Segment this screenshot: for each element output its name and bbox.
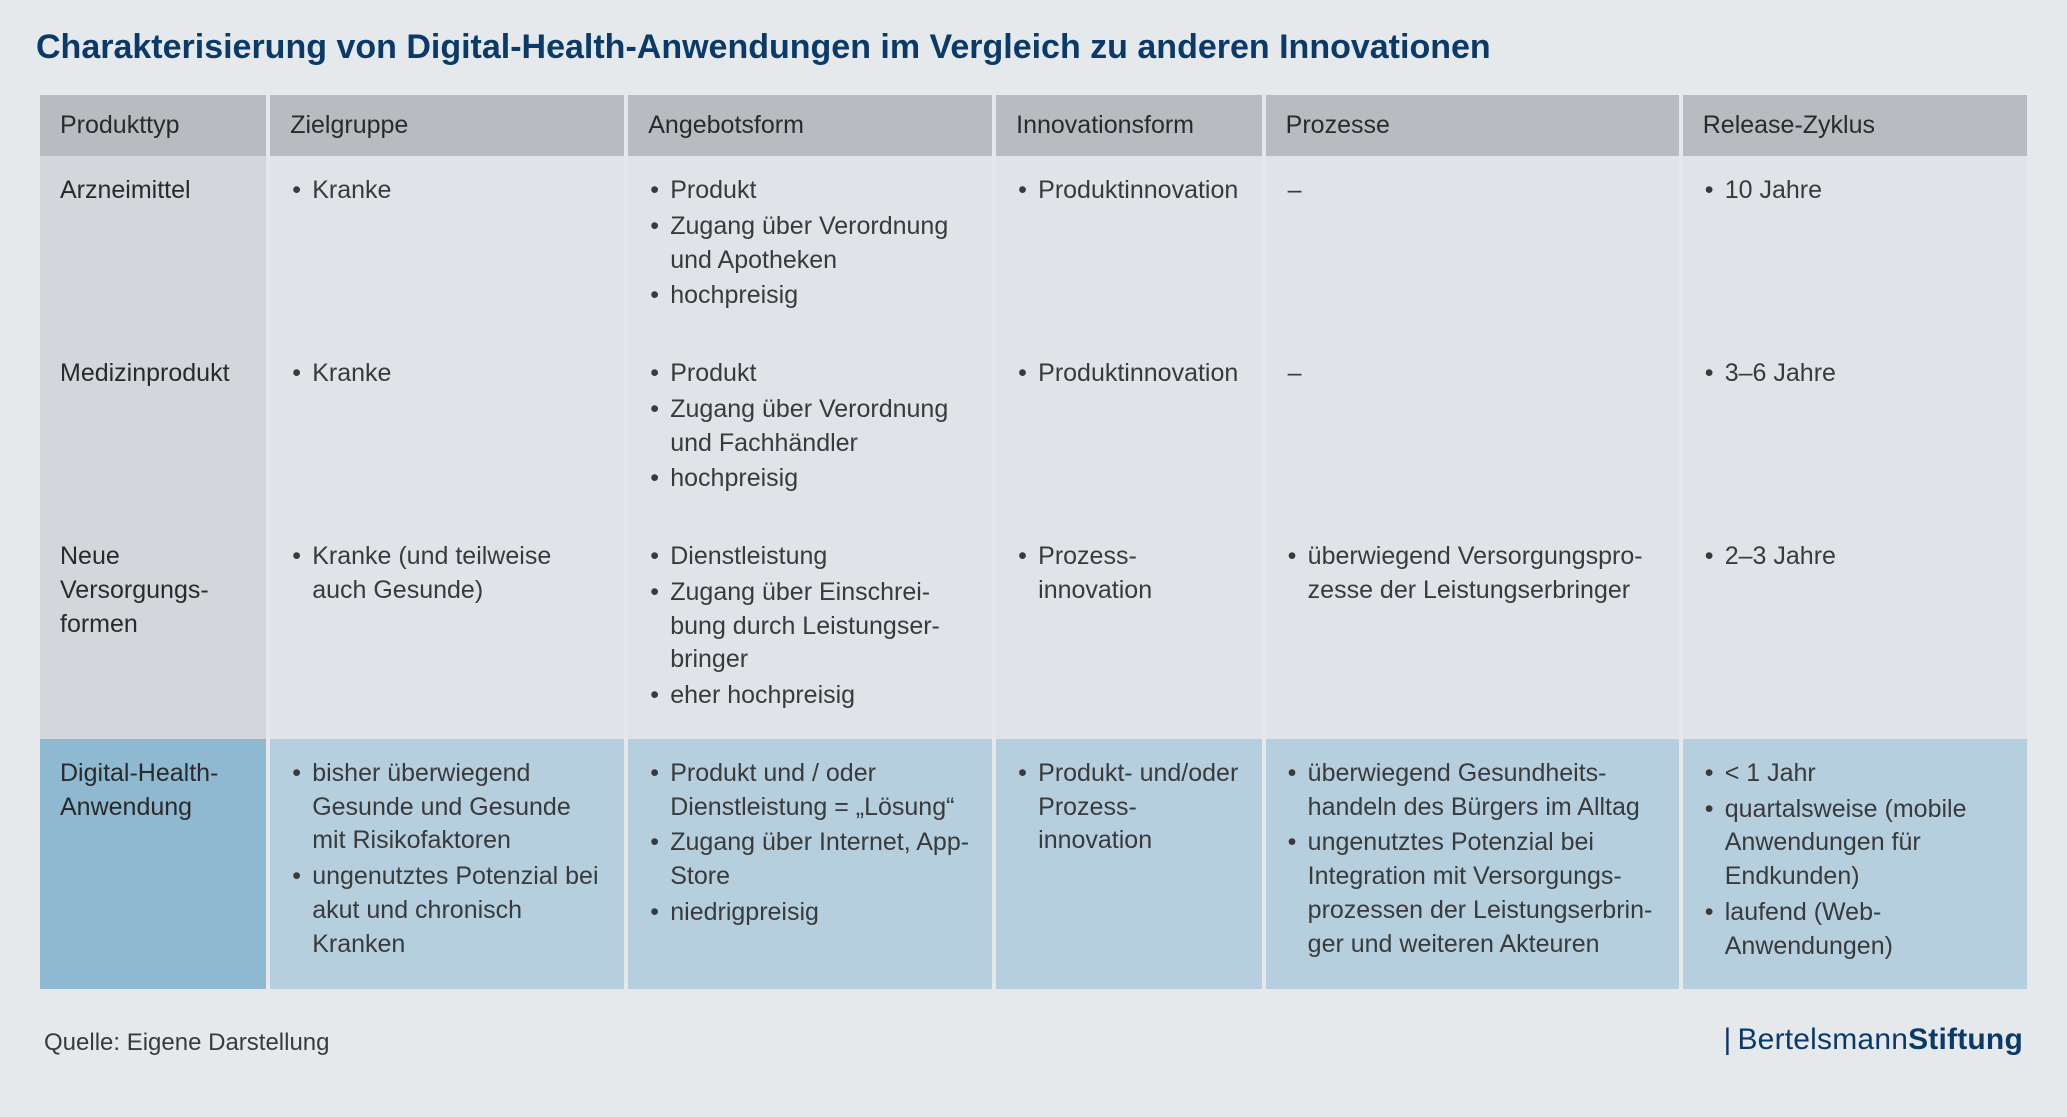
list-item: Zugang über Einschrei­bung durch Leistun…: [648, 576, 972, 677]
footer: Quelle: Eigene Darstellung |BertelsmannS…: [36, 1023, 2031, 1057]
list-item: eher hochpreisig: [648, 679, 972, 713]
list-item: Kranke (und teilweise auch Gesunde): [290, 540, 604, 608]
list-item: hochpreisig: [648, 462, 972, 496]
cell-zielgruppe: Kranke: [270, 339, 624, 522]
list-item: Kranke: [290, 174, 604, 208]
brand-bar-icon: |: [1723, 1023, 1731, 1056]
cell-angebotsform: Produkt und / oder Dienstleistung = „Lös…: [628, 739, 992, 990]
brand-part2: Stiftung: [1908, 1023, 2023, 1056]
table-header-row: Produkttyp Zielgruppe Angebotsform Innov…: [40, 95, 2027, 156]
cell-release: 2–3 Jahre: [1683, 522, 2027, 739]
brand-part1: Bertelsmann: [1737, 1023, 1908, 1056]
col-angebotsform: Angebotsform: [628, 95, 992, 156]
list-item: Produkt­innovation: [1016, 174, 1242, 208]
list-item: Produkt- und/oder Prozess­innovation: [1016, 757, 1242, 858]
row-label: Neue Versorgungs­formen: [40, 522, 266, 739]
list-item: 3–6 Jahre: [1703, 357, 2007, 391]
cell-prozesse: überwiegend Versorgungspro­zesse der Lei…: [1266, 522, 1679, 739]
list-item: Produkt­innovation: [1016, 357, 1242, 391]
list-item: ungenutztes Potenzial bei akut und chron…: [290, 860, 604, 961]
cell-innovationsform: Produkt­innovation: [996, 156, 1262, 339]
list-item: Produkt: [648, 174, 972, 208]
list-item: Prozess­innovation: [1016, 540, 1242, 608]
list-item: Produkt: [648, 357, 972, 391]
cell-angebotsform: DienstleistungZugang über Einschrei­bung…: [628, 522, 992, 739]
table-row: Digital-Health-Anwendungbisher überwiege…: [40, 739, 2027, 990]
row-label: Digital-Health-Anwendung: [40, 739, 266, 990]
list-item: < 1 Jahr: [1703, 757, 2007, 791]
list-item: Dienstleistung: [648, 540, 972, 574]
page-title: Charakterisierung von Digital-Health-Anw…: [36, 28, 2031, 67]
list-item: bisher überwiegend Gesunde und Gesunde m…: [290, 757, 604, 858]
cell-zielgruppe: Kranke: [270, 156, 624, 339]
cell-zielgruppe: bisher überwiegend Gesunde und Gesunde m…: [270, 739, 624, 990]
cell-release: 3–6 Jahre: [1683, 339, 2027, 522]
brand-logo: |BertelsmannStiftung: [1723, 1023, 2023, 1057]
cell-angebotsform: ProduktZugang über Verordnung und Apothe…: [628, 156, 992, 339]
list-item: überwiegend Versorgungspro­zesse der Lei…: [1286, 540, 1659, 608]
cell-prozesse: –: [1266, 339, 1679, 522]
table-row: Medizin­produkt Kranke ProduktZugang über …: [40, 339, 2027, 522]
list-item: hochpreisig: [648, 279, 972, 313]
list-item: Zugang über Internet, App-Store: [648, 826, 972, 894]
cell-prozesse: überwiegend Gesundheits­handeln des Bürg…: [1266, 739, 1679, 990]
list-item: Zugang über Verordnung und Apotheken: [648, 210, 972, 278]
list-item: laufend (Web-Anwendungen): [1703, 896, 2007, 964]
list-item: 2–3 Jahre: [1703, 540, 2007, 574]
list-item: quartalsweise (mobile Anwendun­gen für E…: [1703, 793, 2007, 894]
cell-release: < 1 Jahrquartalsweise (mobile Anwendun­g…: [1683, 739, 2027, 990]
cell-release: 10 Jahre: [1683, 156, 2027, 339]
list-item: niedrigpreisig: [648, 896, 972, 930]
table-row: Arzneimittel Kranke ProduktZugang über Ver…: [40, 156, 2027, 339]
cell-innovationsform: Produkt- und/oder Prozess­innovation: [996, 739, 1262, 990]
cell-prozesse: –: [1266, 156, 1679, 339]
list-item: 10 Jahre: [1703, 174, 2007, 208]
table-row: Neue Versorgungs­formen Kranke (und teilw…: [40, 522, 2027, 739]
list-item: ungenutztes Potenzial bei Integration mi…: [1286, 826, 1659, 961]
list-item: Produkt und / oder Dienstleistung = „Lös…: [648, 757, 972, 825]
list-item: Kranke: [290, 357, 604, 391]
row-label: Arzneimittel: [40, 156, 266, 339]
col-innovationsform: Innovationsform: [996, 95, 1262, 156]
source-note: Quelle: Eigene Darstellung: [44, 1029, 330, 1057]
col-prozesse: Prozesse: [1266, 95, 1679, 156]
cell-innovationsform: Prozess­innovation: [996, 522, 1262, 739]
list-item: überwiegend Gesundheits­handeln des Bürg…: [1286, 757, 1659, 825]
cell-zielgruppe: Kranke (und teilweise auch Gesunde): [270, 522, 624, 739]
comparison-table: Produkttyp Zielgruppe Angebotsform Innov…: [36, 95, 2031, 989]
row-label: Medizin­produkt: [40, 339, 266, 522]
cell-innovationsform: Produkt­innovation: [996, 339, 1262, 522]
col-release-zyklus: Release-Zyklus: [1683, 95, 2027, 156]
list-item: Zugang über Verordnung und Fachhändler: [648, 393, 972, 461]
cell-angebotsform: ProduktZugang über Verordnung und Fachhä…: [628, 339, 992, 522]
col-produkttyp: Produkttyp: [40, 95, 266, 156]
col-zielgruppe: Zielgruppe: [270, 95, 624, 156]
